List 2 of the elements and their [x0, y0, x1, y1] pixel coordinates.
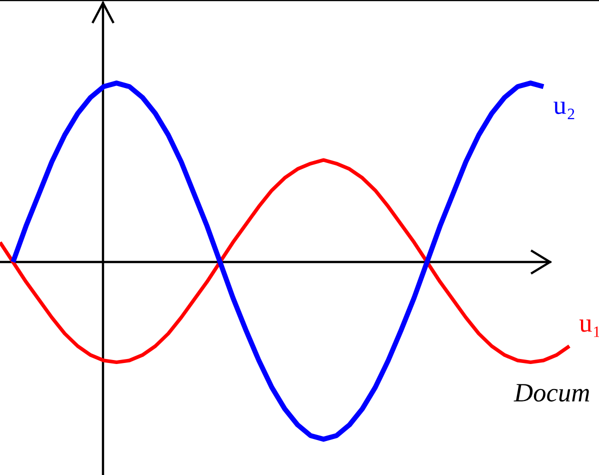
annotation: Docum [514, 384, 590, 402]
series-label: u₂ [554, 102, 574, 120]
